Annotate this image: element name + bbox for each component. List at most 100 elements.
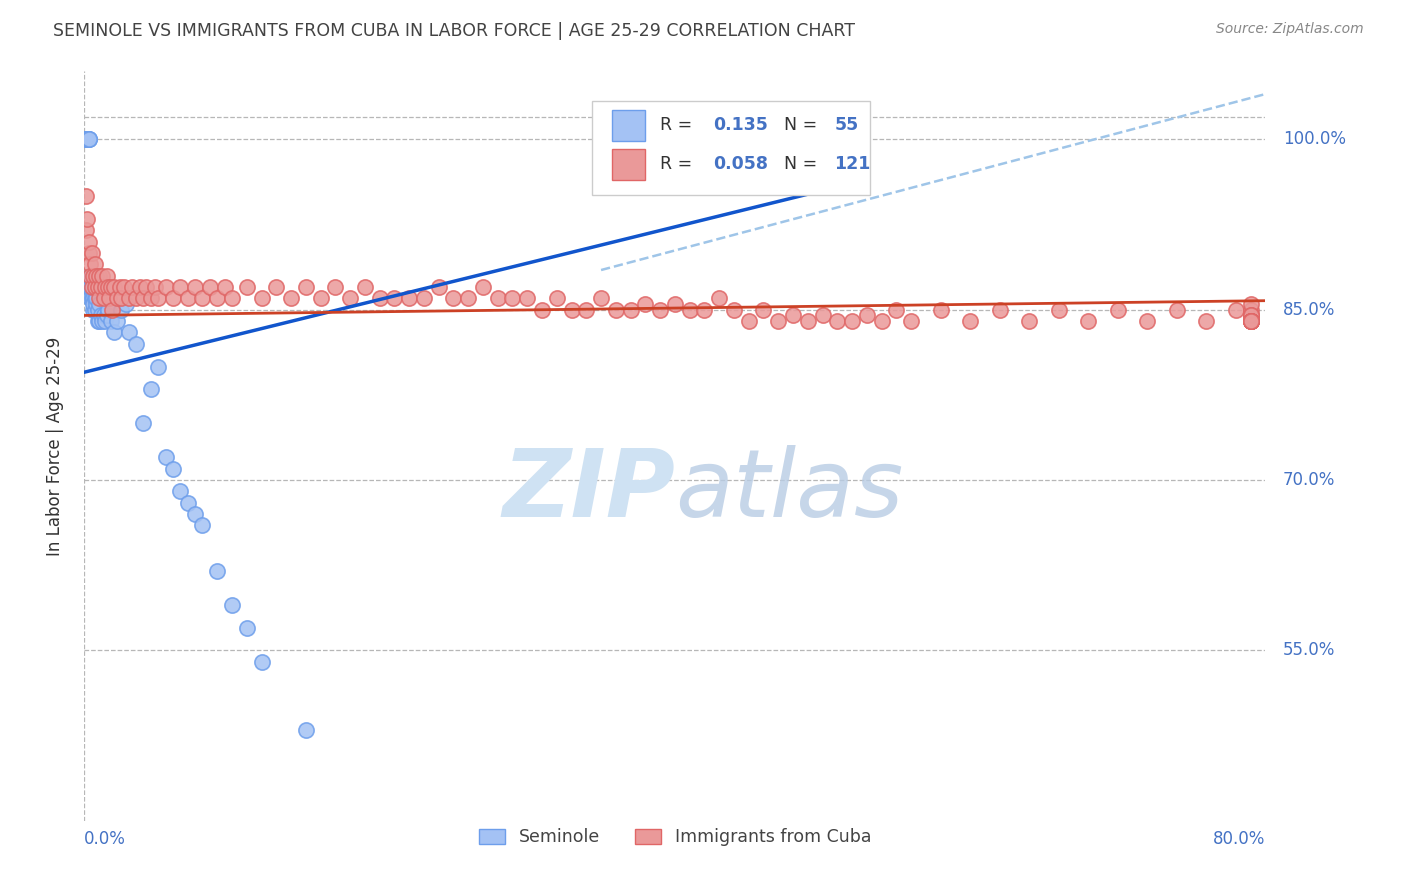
Text: N =: N = <box>783 155 823 173</box>
Point <box>797 314 820 328</box>
Text: In Labor Force | Age 25-29: In Labor Force | Age 25-29 <box>46 336 63 556</box>
Point <box>162 461 184 475</box>
Point <box>121 280 143 294</box>
Point <box>110 292 132 306</box>
Point <box>98 292 121 306</box>
Point <box>1240 314 1263 328</box>
Point <box>75 189 97 203</box>
Point <box>77 246 100 260</box>
Point <box>87 297 111 311</box>
Text: 0.058: 0.058 <box>713 155 768 173</box>
Point <box>1107 302 1129 317</box>
Point <box>679 302 702 317</box>
Point <box>693 302 716 317</box>
Point <box>125 336 148 351</box>
FancyBboxPatch shape <box>592 102 870 195</box>
Point <box>86 280 108 294</box>
Point <box>325 280 347 294</box>
Text: 0.135: 0.135 <box>713 116 768 135</box>
Point <box>1195 314 1218 328</box>
Point <box>177 292 200 306</box>
Point <box>79 292 101 306</box>
Point <box>105 314 128 328</box>
Point <box>148 359 170 374</box>
Point <box>1240 297 1263 311</box>
Text: Source: ZipAtlas.com: Source: ZipAtlas.com <box>1216 22 1364 37</box>
Text: atlas: atlas <box>675 445 903 536</box>
Point <box>295 723 318 737</box>
Point <box>97 302 120 317</box>
Point <box>79 280 101 294</box>
Point <box>169 280 191 294</box>
Point <box>221 598 243 612</box>
Point <box>139 382 162 396</box>
Point <box>76 132 98 146</box>
Text: R =: R = <box>659 155 697 173</box>
Point <box>91 268 114 283</box>
Point <box>79 268 101 283</box>
Point <box>80 268 103 283</box>
Text: 85.0%: 85.0% <box>1284 301 1336 318</box>
Point <box>155 280 177 294</box>
Point <box>575 302 598 317</box>
Point <box>1225 302 1247 317</box>
Point <box>86 302 108 317</box>
Point <box>486 292 509 306</box>
Point <box>768 314 790 328</box>
Point <box>398 292 420 306</box>
Point <box>118 326 141 340</box>
Point <box>76 132 98 146</box>
Point <box>516 292 538 306</box>
Point <box>77 132 100 146</box>
Point <box>634 297 657 311</box>
Point <box>457 292 479 306</box>
Point <box>280 292 302 306</box>
Point <box>1240 314 1263 328</box>
Point <box>295 280 318 294</box>
Point <box>80 280 103 294</box>
Point <box>96 309 118 323</box>
Point <box>368 292 391 306</box>
Point <box>129 280 152 294</box>
Point <box>1047 302 1070 317</box>
Point <box>77 235 100 249</box>
Point <box>1077 314 1099 328</box>
Point <box>236 621 259 635</box>
Point <box>214 280 236 294</box>
Point <box>620 302 643 317</box>
Point <box>1240 314 1263 328</box>
Point <box>82 302 104 317</box>
Point <box>827 314 849 328</box>
Point <box>125 292 148 306</box>
Point <box>132 417 155 431</box>
Point <box>83 292 105 306</box>
Point <box>155 450 177 465</box>
Point <box>309 292 332 306</box>
Point <box>443 292 465 306</box>
Point <box>382 292 406 306</box>
Point <box>76 211 98 226</box>
Legend: Seminole, Immigrants from Cuba: Seminole, Immigrants from Cuba <box>472 822 877 853</box>
Point <box>413 292 436 306</box>
Point <box>94 314 117 328</box>
Text: N =: N = <box>783 116 823 135</box>
Point <box>112 280 135 294</box>
Point <box>650 302 672 317</box>
Point <box>1240 314 1263 328</box>
Point <box>811 309 834 323</box>
Point <box>1166 302 1188 317</box>
Point <box>531 302 554 317</box>
Point <box>82 297 104 311</box>
Point <box>250 655 273 669</box>
Point <box>143 280 166 294</box>
Point <box>427 280 450 294</box>
Point <box>561 302 583 317</box>
Point <box>75 132 97 146</box>
Text: 0.0%: 0.0% <box>84 830 127 847</box>
Point <box>87 292 111 306</box>
Point <box>77 132 100 146</box>
Point <box>75 132 97 146</box>
Point <box>82 268 104 283</box>
Point <box>169 484 191 499</box>
Point <box>250 292 273 306</box>
